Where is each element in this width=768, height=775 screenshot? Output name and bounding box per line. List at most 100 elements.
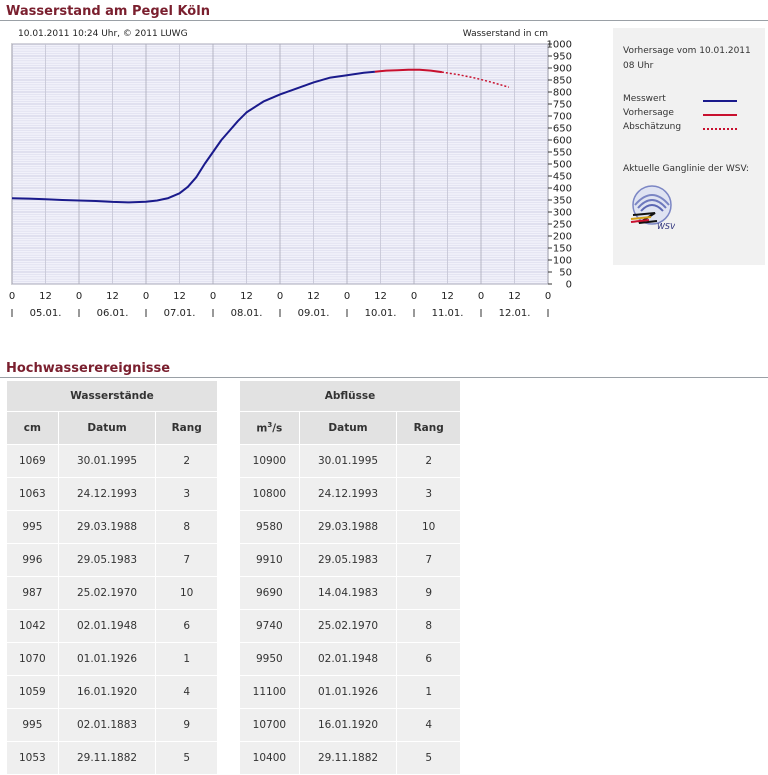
wasserstaende-title: Wasserstände xyxy=(6,380,218,412)
abfluesse-cell-datum: 29.05.1983 xyxy=(298,543,398,577)
table-row: 1053 29.11.1882 5 xyxy=(6,741,218,775)
y-tick-label: 500 xyxy=(553,160,572,171)
abfluesse-cell-value: 10900 xyxy=(239,444,300,478)
abfluesse-cell-datum: 02.01.1948 xyxy=(298,642,398,676)
table-row: 1063 24.12.1993 3 xyxy=(6,477,218,511)
wasserstaende-cell-datum: 24.12.1993 xyxy=(57,477,157,511)
abfluesse-cell-value: 9910 xyxy=(239,543,300,577)
chart-grid xyxy=(11,43,549,285)
x-hour-label: 0 xyxy=(545,291,551,302)
wsv-logo-icon[interactable]: WSV xyxy=(625,183,675,233)
x-hour-label: 12 xyxy=(307,291,320,302)
y-tick-label: 150 xyxy=(553,244,572,255)
events-rule xyxy=(0,377,768,378)
x-hour-label: 12 xyxy=(39,291,52,302)
wasserstaende-cell-rang: 8 xyxy=(155,510,218,544)
wasserstaende-cell-datum: 02.01.1883 xyxy=(57,708,157,742)
table-row: 996 29.05.1983 7 xyxy=(6,543,218,577)
abfluesse-cell-datum: 29.11.1882 xyxy=(298,741,398,775)
wasserstaende-cell-datum: 01.01.1926 xyxy=(57,642,157,676)
wsv-link-text[interactable]: Aktuelle Ganglinie der WSV: xyxy=(623,164,749,174)
wasserstaende-cell-rang: 7 xyxy=(155,543,218,577)
wasserstaende-cell-datum: 29.05.1983 xyxy=(57,543,157,577)
abfluesse-cell-rang: 9 xyxy=(396,576,461,610)
abfluesse-cell-datum: 16.01.1920 xyxy=(298,708,398,742)
wasserstaende-cell-rang: 10 xyxy=(155,576,218,610)
wasserstaende-cell-rang: 1 xyxy=(155,642,218,676)
table-row: 1070 01.01.1926 1 xyxy=(6,642,218,676)
wasserstaende-cell-datum: 29.11.1882 xyxy=(57,741,157,775)
table-row: 10400 29.11.1882 5 xyxy=(239,741,461,775)
y-tick-label: 400 xyxy=(553,184,572,195)
col-header-rang: Rang xyxy=(396,411,461,445)
abfluesse-cell-rang: 8 xyxy=(396,609,461,643)
table-row: 1069 30.01.1995 2 xyxy=(6,444,218,478)
abfluesse-cell-value: 9740 xyxy=(239,609,300,643)
abfluesse-cell-datum: 01.01.1926 xyxy=(298,675,398,709)
abfluesse-title: Abflüsse xyxy=(239,380,461,412)
x-hour-label: 0 xyxy=(210,291,216,302)
page-title: Wasserstand am Pegel Köln xyxy=(6,4,210,19)
title-rule xyxy=(0,20,768,21)
table-row: 1042 02.01.1948 6 xyxy=(6,609,218,643)
y-tick-label: 800 xyxy=(553,88,572,99)
wasserstaende-cell-value: 1059 xyxy=(6,675,59,709)
wasserstaende-cell-datum: 16.01.1920 xyxy=(57,675,157,709)
legend-line-abschaetzung xyxy=(703,128,737,130)
wasserstaende-cell-value: 1053 xyxy=(6,741,59,775)
forecast-note: Vorhersage vom 10.01.2011 08 Uhr xyxy=(623,46,751,71)
x-hour-label: 0 xyxy=(9,291,15,302)
abfluesse-cell-datum: 24.12.1993 xyxy=(298,477,398,511)
y-tick-label: 600 xyxy=(553,136,572,147)
abfluesse-cell-rang: 10 xyxy=(396,510,461,544)
y-tick-label: 350 xyxy=(553,196,572,207)
x-hour-label: 0 xyxy=(411,291,417,302)
abfluesse-cell-value: 10800 xyxy=(239,477,300,511)
x-day-label: 06.01. xyxy=(97,308,129,319)
y-tick-label: 0 xyxy=(566,280,572,291)
wasserstaende-cell-rang: 9 xyxy=(155,708,218,742)
table-row: 10700 16.01.1920 4 xyxy=(239,708,461,742)
legend-line-messwert xyxy=(703,100,737,102)
chart-header-left: 10.01.2011 10:24 Uhr, © 2011 LUWG xyxy=(18,29,188,39)
series-line-abschtzung xyxy=(441,71,510,88)
series-line-vorhersage xyxy=(374,68,443,74)
abfluesse-cell-datum: 14.04.1983 xyxy=(298,576,398,610)
abfluesse-cell-rang: 2 xyxy=(396,444,461,478)
y-tick-label: 50 xyxy=(559,268,572,279)
y-tick-label: 700 xyxy=(553,112,572,123)
wasserstaende-cell-value: 987 xyxy=(6,576,59,610)
abfluesse-cell-rang: 1 xyxy=(396,675,461,709)
y-tick-label: 1000 xyxy=(547,40,572,51)
table-row: 9950 02.01.1948 6 xyxy=(239,642,461,676)
x-hour-label: 0 xyxy=(76,291,82,302)
wasserstaende-cell-value: 1042 xyxy=(6,609,59,643)
x-day-label: 09.01. xyxy=(298,308,330,319)
table-row: 10800 24.12.1993 3 xyxy=(239,477,461,511)
abfluesse-cell-rang: 4 xyxy=(396,708,461,742)
col-header-cm: cm xyxy=(6,411,59,445)
wasserstaende-cell-datum: 30.01.1995 xyxy=(57,444,157,478)
water-level-chart: 0501001502002503003504004505005506006507… xyxy=(9,29,572,319)
legend-line-vorhersage xyxy=(703,114,737,116)
y-tick-label: 300 xyxy=(553,208,572,219)
y-tick-label: 750 xyxy=(553,100,572,111)
y-tick-label: 850 xyxy=(553,76,572,87)
x-day-label: 08.01. xyxy=(231,308,263,319)
table-row: 9580 29.03.1988 10 xyxy=(239,510,461,544)
y-tick-label: 250 xyxy=(553,220,572,231)
abfluesse-cell-value: 10400 xyxy=(239,741,300,775)
x-hour-label: 12 xyxy=(441,291,454,302)
wasserstaende-cell-datum: 25.02.1970 xyxy=(57,576,157,610)
wasserstaende-cell-rang: 6 xyxy=(155,609,218,643)
wasserstaende-cell-value: 1069 xyxy=(6,444,59,478)
wasserstaende-cell-rang: 2 xyxy=(155,444,218,478)
x-day-label: 05.01. xyxy=(30,308,62,319)
abfluesse-cell-rang: 6 xyxy=(396,642,461,676)
x-day-label: 11.01. xyxy=(432,308,464,319)
legend-panel: Vorhersage vom 10.01.2011 08 Uhr Messwer… xyxy=(613,28,765,265)
abfluesse-cell-value: 11100 xyxy=(239,675,300,709)
y-tick-label: 450 xyxy=(553,172,572,183)
events-title: Hochwasserereignisse xyxy=(6,361,171,376)
table-row: 9740 25.02.1970 8 xyxy=(239,609,461,643)
